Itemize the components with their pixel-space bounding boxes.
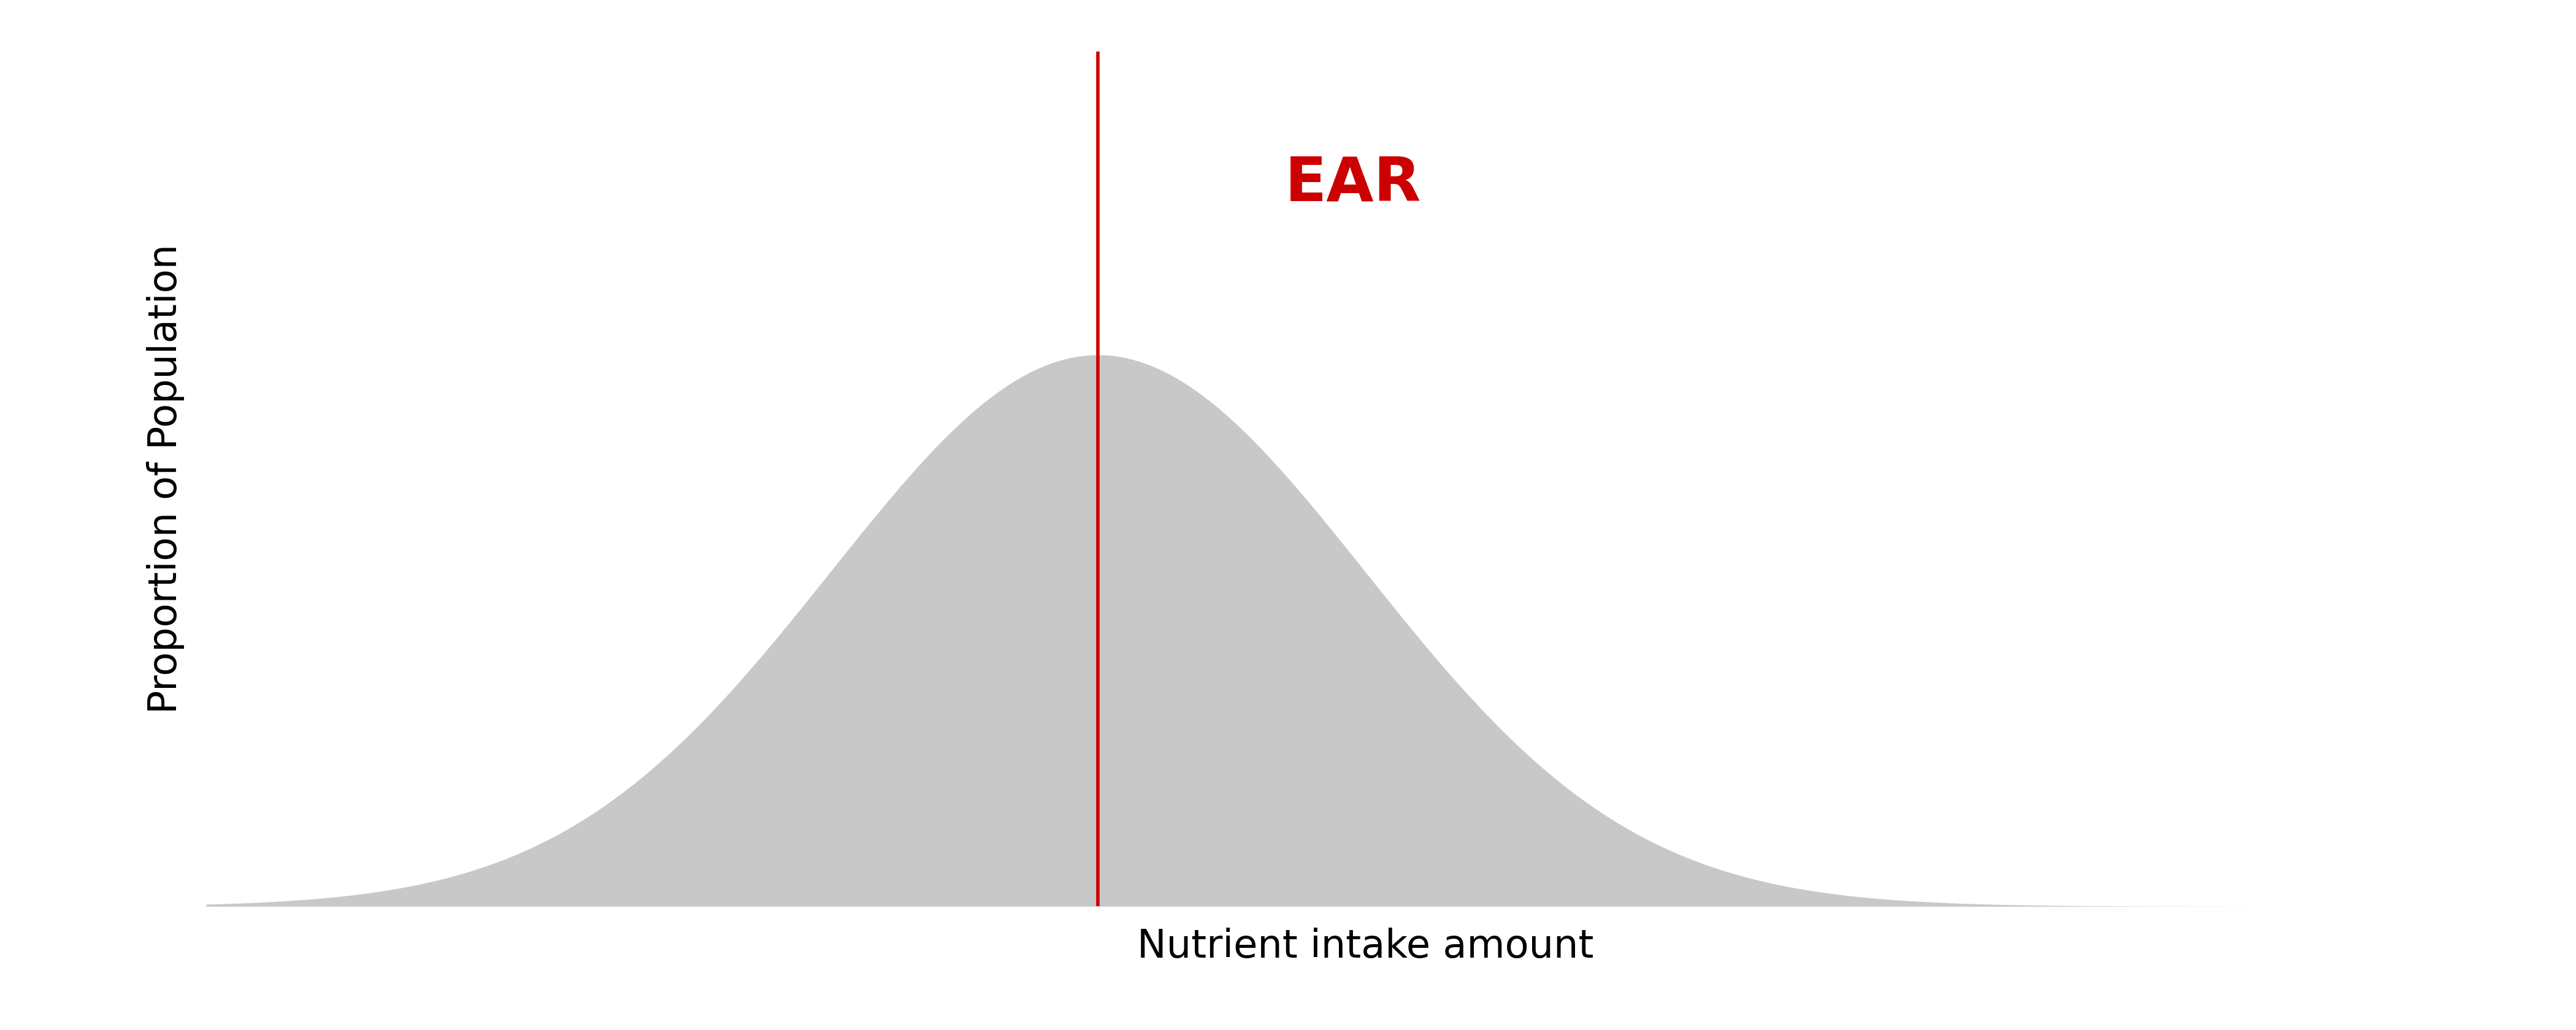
- Y-axis label: Proportion of Population: Proportion of Population: [147, 244, 185, 714]
- X-axis label: Nutrient intake amount: Nutrient intake amount: [1136, 928, 1595, 966]
- Text: EAR: EAR: [1285, 154, 1422, 213]
